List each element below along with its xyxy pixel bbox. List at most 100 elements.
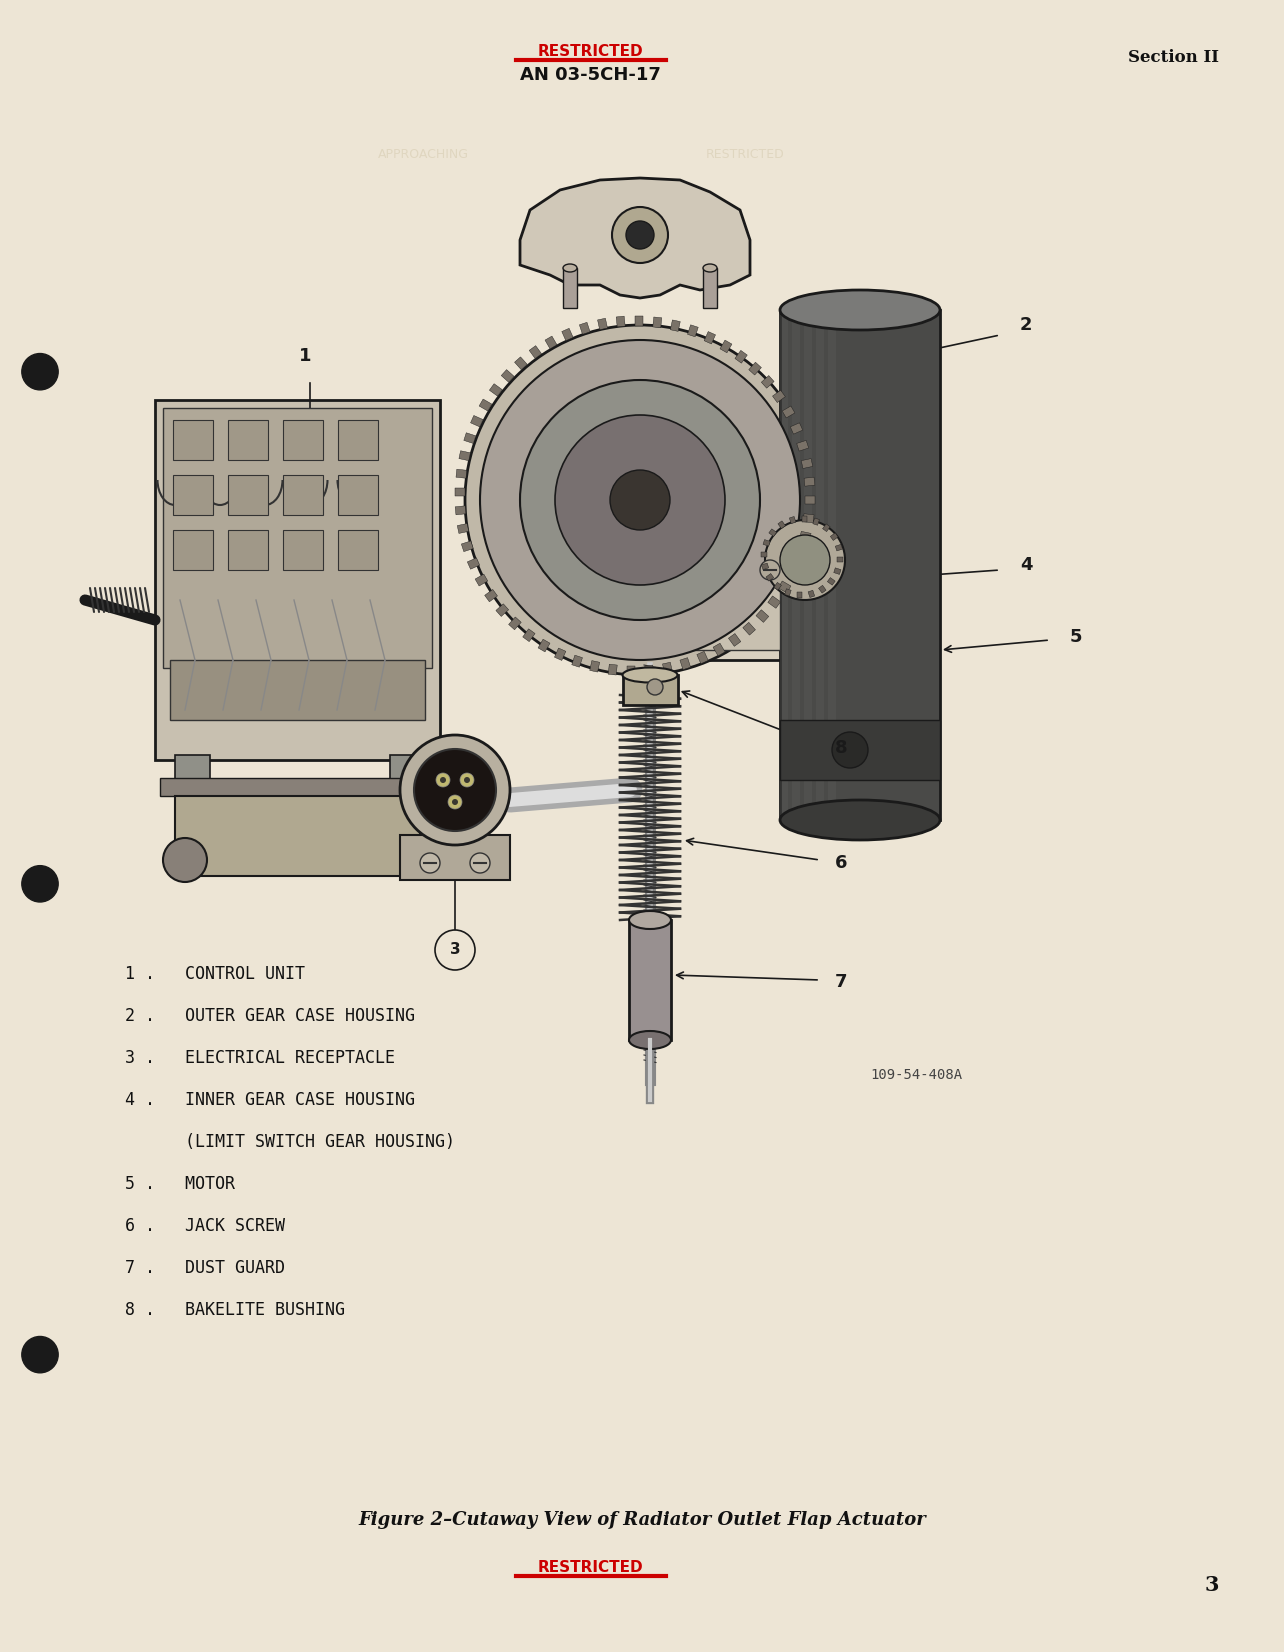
Bar (589, 661, 600, 672)
Text: 6: 6 (835, 854, 847, 872)
Circle shape (420, 852, 440, 872)
Ellipse shape (779, 291, 940, 330)
Text: RESTRICTED: RESTRICTED (538, 1561, 643, 1576)
Bar (823, 524, 831, 532)
Bar (805, 496, 815, 504)
Bar (173, 420, 213, 459)
Bar (778, 582, 791, 593)
Bar (697, 651, 709, 664)
Ellipse shape (629, 910, 672, 928)
Bar (579, 322, 591, 334)
Bar (791, 423, 802, 434)
Circle shape (163, 838, 207, 882)
Bar (728, 633, 741, 646)
Bar (808, 590, 814, 598)
Circle shape (760, 560, 779, 580)
Bar (773, 390, 786, 403)
Text: AN 03-5CH-17: AN 03-5CH-17 (520, 66, 661, 84)
Ellipse shape (629, 1031, 672, 1049)
Bar (652, 317, 661, 327)
Bar (467, 558, 480, 570)
Circle shape (465, 325, 815, 676)
Bar (792, 316, 800, 814)
Bar (390, 755, 425, 780)
Circle shape (832, 732, 868, 768)
Bar (515, 357, 528, 370)
Circle shape (460, 773, 474, 786)
Bar (623, 676, 678, 705)
Bar (163, 408, 431, 667)
Bar (801, 459, 813, 469)
Bar (496, 605, 508, 616)
Bar (479, 400, 492, 411)
Ellipse shape (623, 667, 678, 682)
Bar (155, 400, 440, 760)
Bar (774, 583, 782, 590)
Circle shape (437, 773, 449, 786)
Text: 1 .   CONTROL UNIT: 1 . CONTROL UNIT (125, 965, 306, 983)
Bar (743, 623, 755, 634)
Circle shape (452, 800, 458, 805)
Text: 109-54-408A: 109-54-408A (871, 1067, 962, 1082)
Bar (562, 268, 577, 307)
Text: 8 .   BAKELITE BUSHING: 8 . BAKELITE BUSHING (125, 1302, 345, 1318)
Bar (687, 325, 698, 337)
Circle shape (480, 340, 800, 661)
Bar (782, 406, 795, 418)
Text: 1: 1 (299, 347, 311, 365)
Bar (591, 540, 790, 661)
Circle shape (600, 560, 620, 580)
Text: RESTRICTED: RESTRICTED (538, 45, 643, 59)
Bar (338, 420, 377, 459)
Bar (802, 515, 808, 522)
Text: 3: 3 (449, 943, 460, 958)
Text: (LIMIT SWITCH GEAR HOUSING): (LIMIT SWITCH GEAR HOUSING) (125, 1133, 455, 1151)
Bar (769, 529, 777, 537)
Bar (804, 514, 814, 522)
Bar (800, 532, 811, 542)
Bar (704, 268, 716, 307)
Bar (489, 383, 502, 396)
Text: Figure 2–Cutaway View of Radiator Outlet Flap Actuator: Figure 2–Cutaway View of Radiator Outlet… (358, 1512, 926, 1530)
Bar (818, 585, 826, 593)
Bar (765, 573, 774, 582)
Bar (813, 519, 819, 525)
Circle shape (627, 221, 654, 249)
Bar (282, 476, 324, 515)
Bar (538, 639, 550, 653)
Bar (734, 350, 747, 363)
Bar (508, 616, 521, 629)
Text: 4 .   INNER GEAR CASE HOUSING: 4 . INNER GEAR CASE HOUSING (125, 1090, 415, 1108)
Circle shape (520, 380, 760, 620)
Bar (749, 362, 761, 375)
Bar (704, 332, 715, 344)
Bar (401, 834, 510, 881)
Text: 5 .   MOTOR: 5 . MOTOR (125, 1175, 235, 1193)
Ellipse shape (704, 264, 716, 273)
Bar (464, 433, 476, 443)
Bar (338, 476, 377, 515)
Bar (458, 451, 470, 461)
Bar (785, 588, 791, 596)
Bar (571, 656, 583, 667)
Bar (456, 469, 467, 477)
Text: Section II: Section II (1129, 50, 1219, 66)
Bar (670, 320, 681, 332)
Bar (562, 329, 573, 340)
Bar (229, 476, 268, 515)
Bar (713, 643, 725, 656)
Bar (169, 661, 425, 720)
Bar (229, 420, 268, 459)
Bar (629, 920, 672, 1041)
Bar (837, 557, 844, 562)
Bar (779, 316, 788, 814)
Bar (827, 578, 835, 585)
Bar (470, 416, 483, 426)
Text: 7 .   DUST GUARD: 7 . DUST GUARD (125, 1259, 285, 1277)
Bar (529, 345, 542, 358)
Bar (173, 530, 213, 570)
Text: 5: 5 (1070, 628, 1082, 646)
Bar (175, 796, 420, 876)
Bar (457, 524, 469, 534)
Bar (761, 563, 769, 570)
